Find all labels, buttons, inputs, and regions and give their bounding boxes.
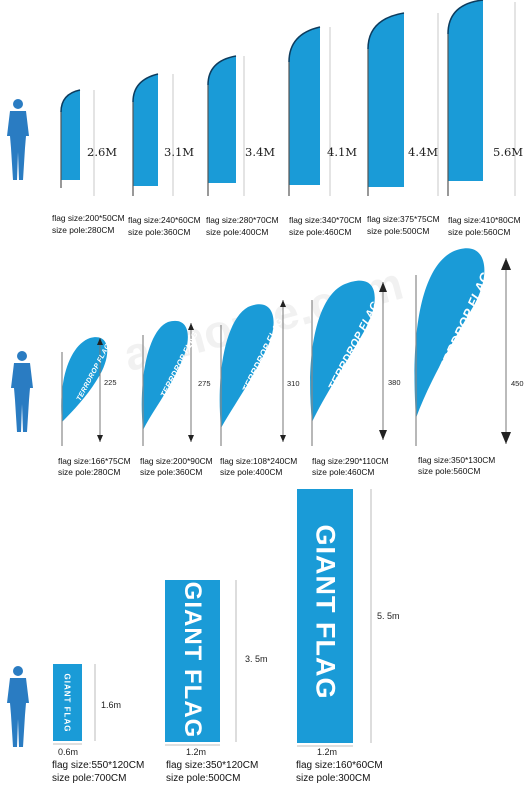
flag-size-label: flag size:280*70CM [206,215,279,225]
pole-size-label: size pole:460CM [312,467,375,477]
width-label: 0.6m [58,747,79,757]
pole-size-label: size pole:500CM [367,226,430,236]
giant-flag-1 [53,664,82,741]
row3-giant-flags [7,489,372,747]
pole-size-label: size pole:280CM [52,225,115,235]
flag-size-label: flag size:166*75CM [58,456,131,466]
height-label: 3.4M [245,145,276,159]
flag-size-label: flag size:375*75CM [367,214,440,224]
height-label: 310 [287,379,300,388]
giant-flag-3 [297,489,353,743]
height-label: 2.6M [87,145,118,159]
height-label: 275 [198,379,211,388]
flag-size-label: flag size:200*90CM [140,456,213,466]
height-label: 380 [388,378,401,387]
flag-size-label: flag size:290*110CM [312,456,389,466]
giant-flag-2 [165,580,220,742]
feather-flag-3 [207,55,245,196]
height-label: 3.1M [164,145,195,159]
flag-size-label: flag size:200*50CM [52,213,125,223]
giant-flag-text: GIANT FLAG [310,524,341,700]
width-label: 1.2m [186,747,207,757]
pole-size-label: size pole:560CM [418,466,481,476]
pole-size-label: size pole:360CM [140,467,203,477]
height-label: 1.6m [101,700,122,710]
teardrop-flag-4 [310,280,387,446]
giant-flag-text: GIANT FLAG [179,581,206,739]
feather-flag-2 [132,73,174,196]
person-icon [7,99,29,180]
feather-flag-5 [367,12,439,196]
feather-flag-4 [288,26,331,196]
pole-size-label: size pole:460CM [289,227,352,237]
flag-size-label: flag size:160*60CM [296,760,383,771]
flag-size-label: flag size:340*70CM [289,215,362,225]
height-label: 450 [511,379,524,388]
pole-size-label: size pole:280CM [58,467,121,477]
height-label: 5. 5m [377,611,400,621]
pole-size-label: size pole:400CM [220,467,283,477]
height-label: 5.6M [493,145,524,159]
width-label: 1.2m [317,747,338,757]
pole-size-label: size pole:360CM [128,227,191,237]
pole-size-label: size pole:500CM [166,773,241,784]
flag-size-label: flag size:108*240CM [220,456,298,466]
person-icon [11,351,33,432]
height-label: 4.4M [408,145,439,159]
teardrop-flag-1 [61,337,108,446]
flag-size-label: flag size:350*130CM [418,455,496,465]
feather-flag-1 [60,89,95,196]
feather-flag-6 [447,0,516,196]
flag-size-label: flag size:550*120CM [52,760,145,771]
flag-size-label: flag size:350*120CM [166,760,259,771]
height-label: 4.1M [327,145,358,159]
pole-size-label: size pole:700CM [52,773,127,784]
row1-feather-flags [7,0,516,196]
person-icon [7,666,29,747]
pole-size-label: size pole:300CM [296,773,371,784]
teardrop-flag-5 [414,248,511,446]
pole-size-label: size pole:560CM [448,227,511,237]
teardrop-flag-2 [141,320,194,446]
giant-flag-text: GIANT FLAG [62,673,72,733]
height-label: 225 [104,378,117,387]
pole-size-label: size pole:400CM [206,227,269,237]
height-label: 3. 5m [245,654,268,664]
teardrop-flag-3 [219,300,286,446]
row2-teardrop-flags [11,248,511,446]
flag-size-label: flag size:410*80CM [448,215,521,225]
flag-size-label: flag size:240*60CM [128,215,201,225]
